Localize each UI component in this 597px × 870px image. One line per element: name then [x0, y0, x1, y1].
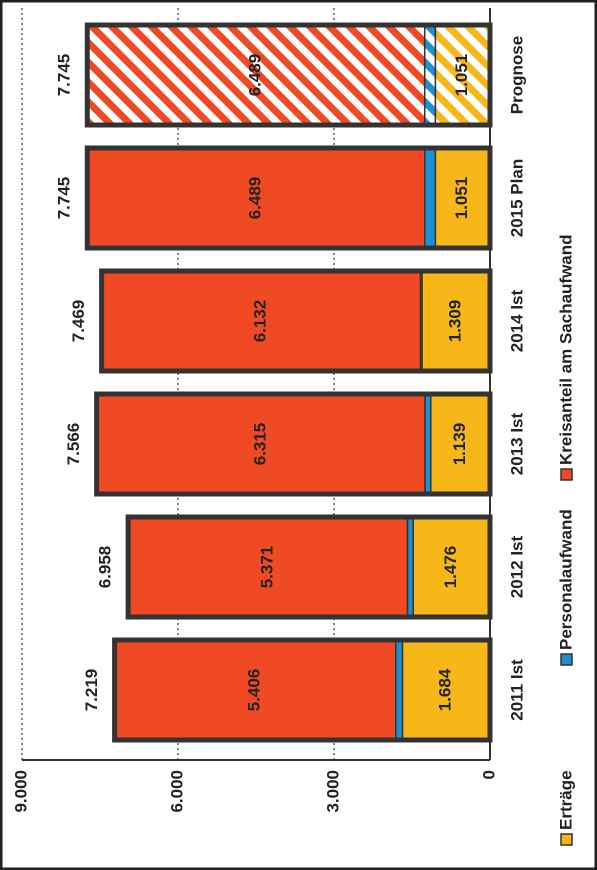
y-tick-label: 6.000 [167, 770, 186, 813]
data-label: 6.489 [245, 54, 264, 97]
bar-outline [94, 391, 493, 497]
data-label: 5.406 [245, 669, 264, 712]
data-label: 6.489 [245, 177, 264, 220]
bar-outline [84, 145, 493, 251]
x-tick-label: Prognose [507, 36, 526, 114]
bar-outline [99, 268, 493, 374]
legend-label: Erträge [556, 770, 575, 830]
bar-outline [84, 22, 493, 128]
data-label: 6.315 [250, 423, 269, 466]
y-tick-label: 9.000 [11, 770, 30, 813]
total-label: 7.219 [82, 669, 101, 712]
legend-label: Personalaufwand [556, 509, 575, 650]
bar-segment [394, 639, 404, 741]
legend-swatch [560, 653, 573, 666]
total-label: 6.958 [96, 546, 115, 589]
total-label: 7.566 [64, 423, 83, 466]
y-tick-label: 0 [479, 770, 498, 779]
bar-outline [125, 514, 493, 620]
total-label: 7.469 [69, 300, 88, 343]
legend-swatch [560, 833, 573, 846]
bar-segment [406, 516, 414, 618]
bar-outline [112, 637, 493, 743]
data-label: 6.132 [251, 300, 270, 343]
x-tick-label: 2014 Ist [507, 289, 526, 352]
y-tick-label: 3.000 [323, 770, 342, 813]
bar-segment [423, 147, 437, 249]
total-label: 7.745 [55, 177, 74, 220]
x-tick-label: 2011 Ist [507, 659, 526, 721]
legend-swatch [560, 468, 573, 481]
data-label: 1.476 [441, 546, 460, 589]
data-label: 1.684 [436, 668, 455, 711]
data-label: 1.051 [452, 177, 471, 220]
x-tick-label: 2012 Ist [507, 535, 526, 598]
bar-segment [423, 24, 437, 126]
data-label: 5.371 [257, 546, 276, 589]
legend-label: Kreisanteil am Sachaufwand [556, 234, 575, 465]
x-tick-label: 2013 Ist [507, 412, 526, 475]
bar-segment [424, 393, 432, 495]
data-label: 1.051 [452, 54, 471, 97]
data-label: 1.309 [445, 300, 464, 343]
x-tick-label: 2015 Plan [507, 159, 526, 237]
total-label: 7.745 [55, 54, 74, 97]
data-label: 1.139 [450, 423, 469, 466]
